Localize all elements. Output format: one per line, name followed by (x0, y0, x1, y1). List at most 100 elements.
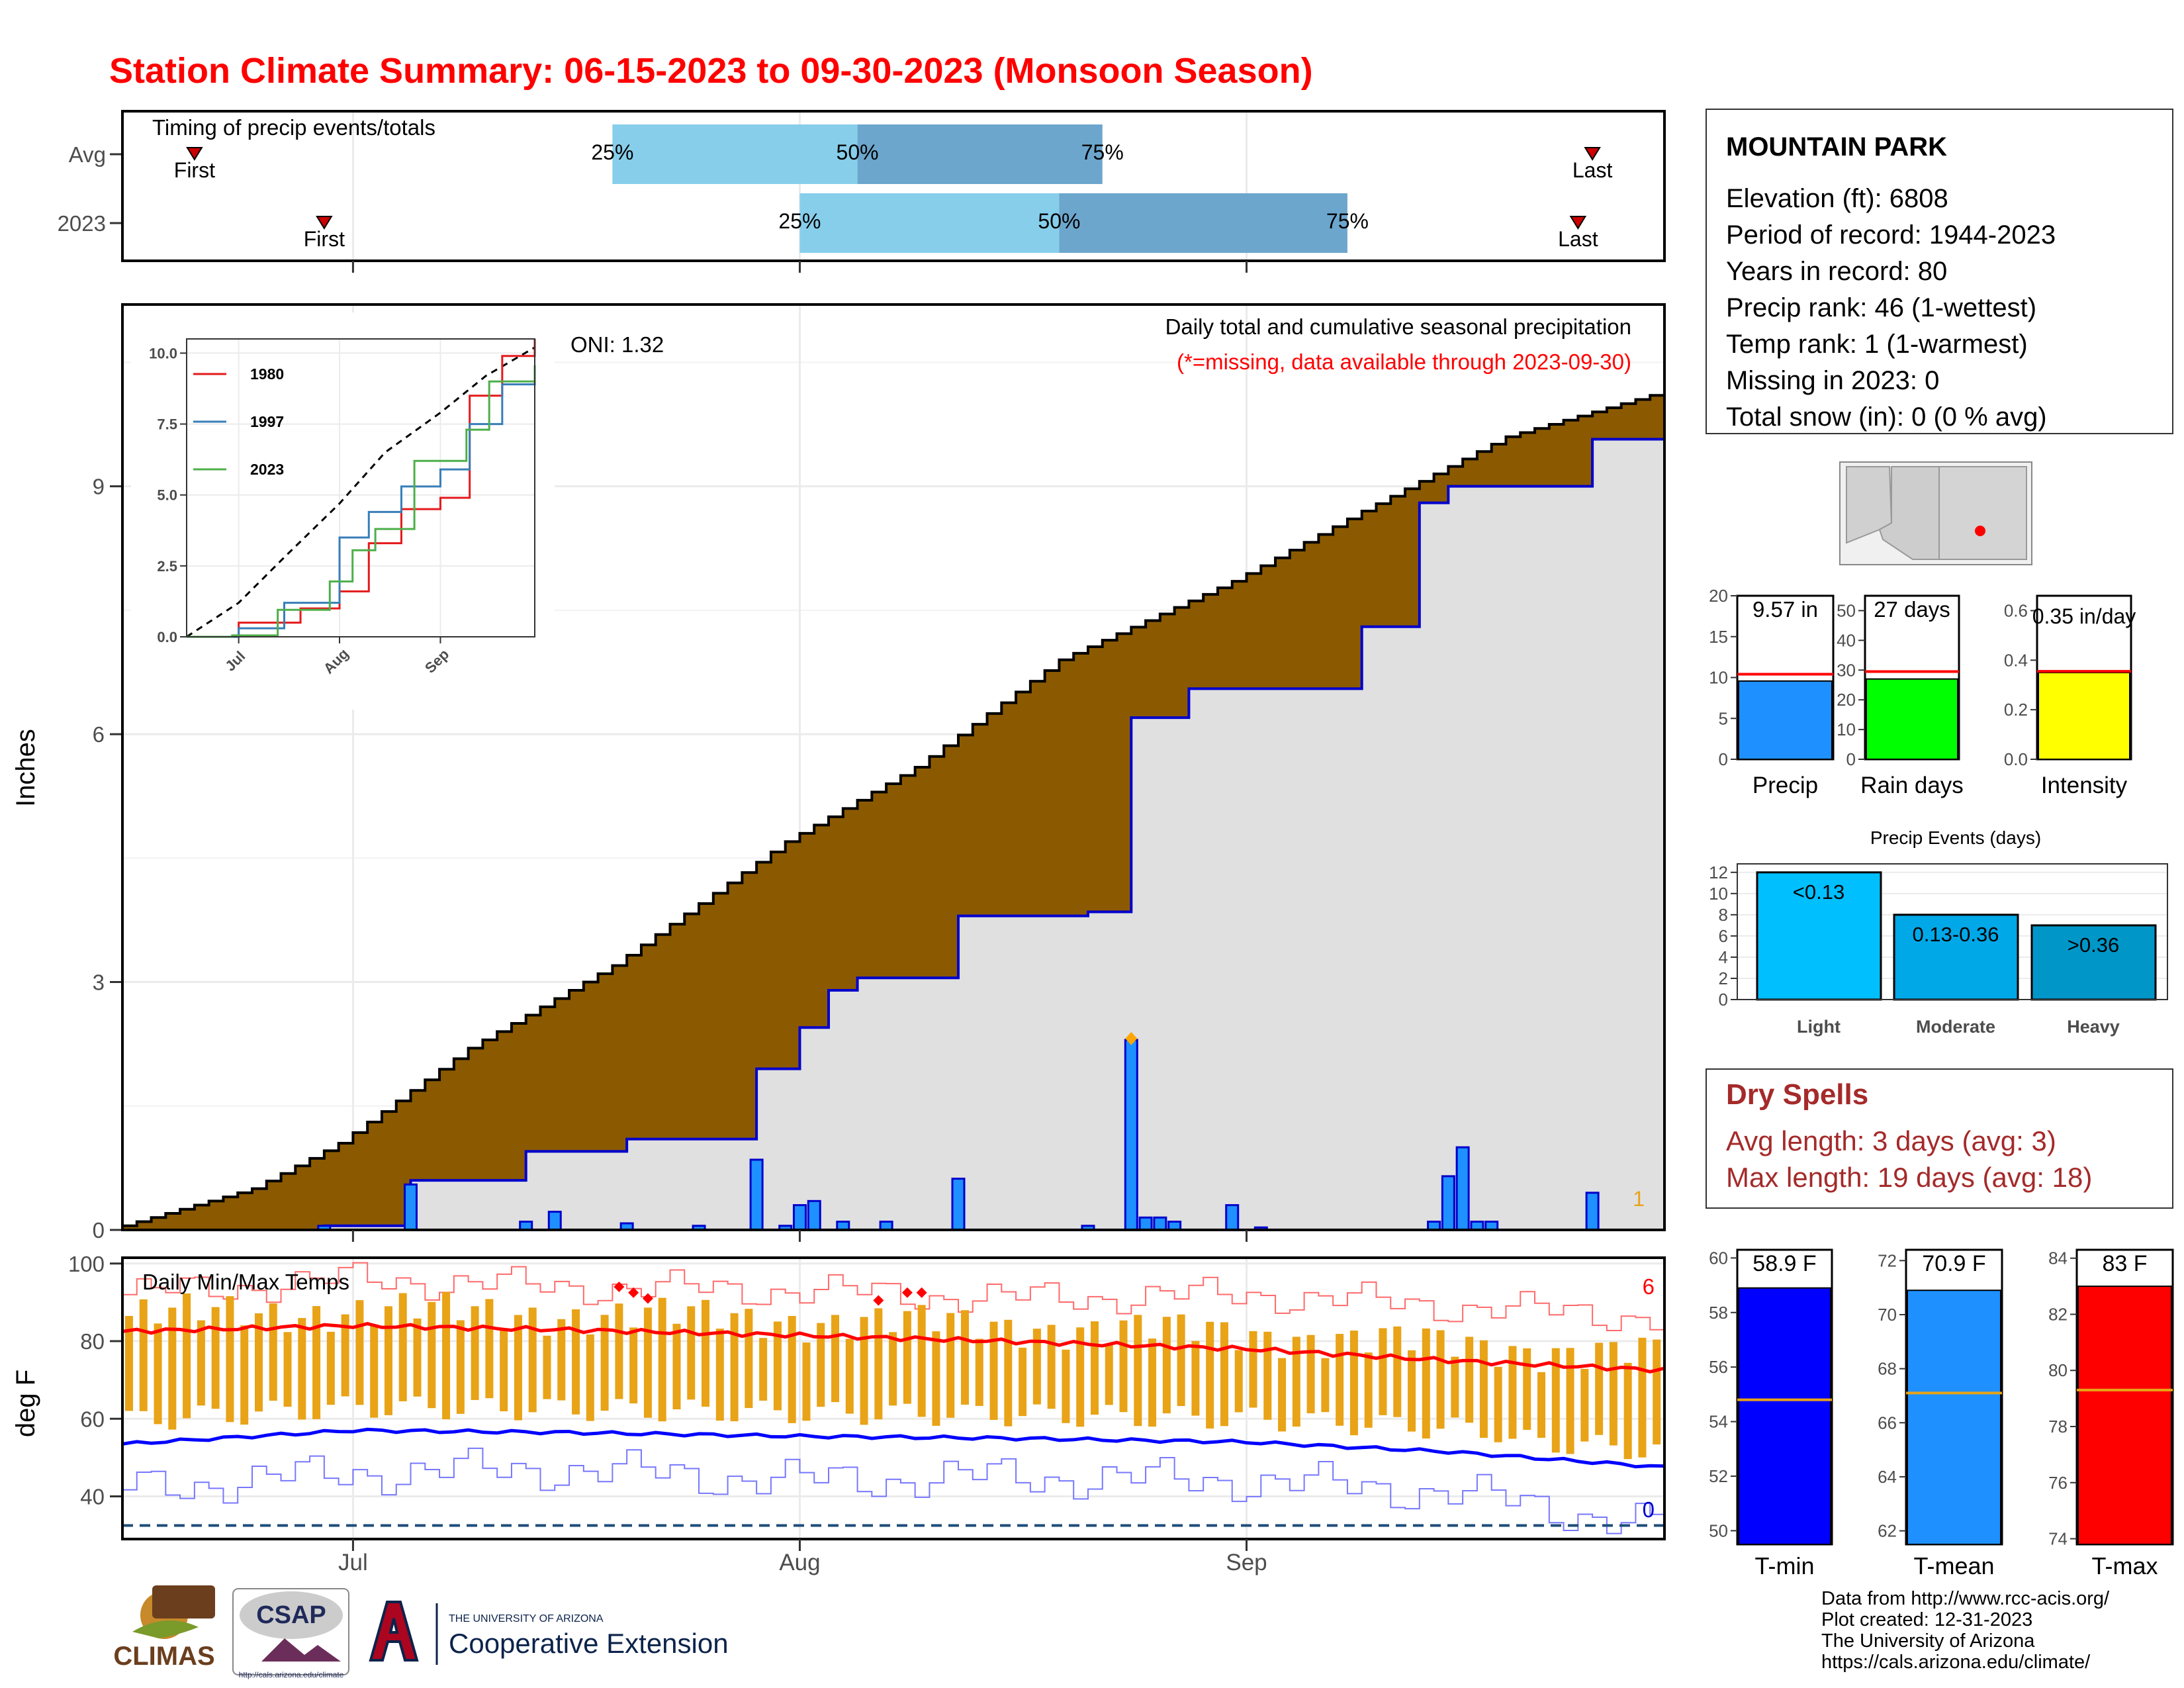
daily-temp-range-bar (1451, 1356, 1459, 1418)
daily-temp-range-bar (1004, 1319, 1013, 1427)
daily-temp-range-bar (1278, 1358, 1287, 1432)
daily-temp-range-bar (1465, 1336, 1474, 1423)
record-high-marker (873, 1295, 884, 1306)
daily-precip-bar (1138, 1216, 1153, 1231)
station-name: MOUNTAIN PARK (1726, 132, 1947, 162)
daily-temp-range-bar (1249, 1331, 1257, 1408)
quartile-label: 75% (1326, 209, 1369, 233)
daily-temp-range-bar (139, 1299, 148, 1411)
daily-temp-range-bar (1119, 1320, 1128, 1413)
footer-line: Data from http://www.rcc-acis.org/ (1821, 1588, 2110, 1609)
daily-temp-range-bar (240, 1325, 249, 1425)
daily-temp-range-bar (817, 1323, 825, 1407)
summary-y-tick-label: 20 (1709, 586, 1728, 606)
dry-spells-line: Max length: 19 days (avg: 18) (1726, 1162, 2092, 1193)
summary-y-tick-label: 0.6 (2004, 600, 2028, 620)
events-frame (1737, 863, 2168, 1000)
record-high-marker (916, 1287, 927, 1298)
daily-temp-range-bar (1177, 1314, 1185, 1407)
daily-temp-range-bar (802, 1342, 811, 1421)
daily-temp-range-bar (629, 1327, 638, 1404)
timing-row-label: 2023 (58, 211, 106, 236)
record-low-count: 0 (1643, 1497, 1655, 1522)
temp-bar-value-text: 83 F (2102, 1251, 2147, 1276)
daily-temp-range-bar (1580, 1368, 1589, 1442)
daily-temp-range-bar (658, 1297, 666, 1422)
temp-bar-fill (1907, 1289, 2001, 1545)
inset-series-line-1980 (187, 339, 536, 638)
inset-frame (186, 338, 535, 637)
daily-temp-range-bar (1019, 1347, 1027, 1417)
record-min-line (122, 1447, 1664, 1534)
ua-logo-a (369, 1601, 419, 1662)
daily-temp-range-bar (183, 1293, 191, 1419)
quartile-label: 25% (778, 209, 821, 233)
daily-temp-range-bar (1134, 1315, 1142, 1427)
daily-precip-bar (1153, 1216, 1167, 1231)
daily-temp-range-bar (1653, 1339, 1661, 1445)
ua-logo-big-text: Cooperative Extension (449, 1628, 729, 1659)
temp-bar-y-tick-label: 52 (1709, 1466, 1728, 1486)
footer-line: The University of Arizona (1821, 1630, 2035, 1652)
record-max-line (122, 1262, 1664, 1332)
station-info-line: Temp rank: 1 (1-warmest) (1726, 330, 2028, 359)
inset-y-tick-label: 2.5 (157, 558, 177, 575)
events-bar (1893, 914, 2019, 1001)
station-info-line: Total snow (in): 0 (0 % avg) (1726, 402, 2047, 432)
temp-bar-fill (2077, 1286, 2172, 1545)
csap-logo-mountain (261, 1638, 341, 1662)
daily-temp-range-bar (1206, 1321, 1214, 1429)
summary-y-tick-label: 20 (1837, 690, 1856, 710)
precip-y-tick-label: 0 (93, 1218, 105, 1243)
event-marker-label: First (304, 227, 345, 251)
daily-temp-range-bar (788, 1315, 796, 1423)
record-high-marker (901, 1287, 913, 1298)
inset-avg-line (186, 346, 535, 638)
event-marker-triangle (1569, 216, 1587, 230)
daily-temp-range-bar (557, 1319, 566, 1401)
daily-precip-bar (951, 1178, 966, 1231)
inset-y-tick-label: 5.0 (157, 487, 177, 504)
temp-y-tick-label: 100 (68, 1252, 105, 1276)
daily-temp-range-bar (1364, 1352, 1373, 1428)
inset-series-line-2023 (187, 365, 536, 638)
daily-temp-range-bar (1638, 1337, 1647, 1458)
daily-precip-bar (1585, 1192, 1600, 1231)
daily-temp-range-bar (773, 1321, 782, 1411)
precip-y-tick-label: 3 (93, 970, 105, 995)
daily-temp-range-bar (946, 1313, 955, 1418)
daily-temp-range-bar (600, 1315, 609, 1411)
timing-panel: 25% 50% 75% First Last Avg 25% 50% 75% First Last 2… (58, 110, 1666, 262)
events-bar-label: Light (1797, 1017, 1841, 1037)
inset-y-tick-label: 7.5 (157, 416, 177, 433)
quartile-bar-high (857, 124, 1103, 184)
daily-temp-range-bar (975, 1338, 983, 1406)
daily-temp-range-bar (831, 1315, 840, 1403)
event-marker-label: Last (1558, 227, 1598, 251)
quartile-label: 25% (591, 140, 633, 164)
temp-bar-y-tick-label: 58 (1709, 1303, 1728, 1323)
station-info-line: Years in record: 80 (1726, 257, 1947, 286)
daily-precip-bar (1441, 1175, 1455, 1231)
events-bar-range: 0.13-0.36 (1913, 923, 1999, 946)
daily-temp-range-bar (370, 1324, 379, 1418)
summary-bar-fill (1738, 680, 1833, 761)
summary-value-text: 0.35 in/day (2032, 604, 2136, 628)
temp-bar-y-tick-label: 60 (1709, 1248, 1728, 1268)
daily-temp-range-bar (1220, 1322, 1228, 1427)
quartile-label: 50% (1038, 209, 1080, 233)
dry-spells-title: Dry Spells (1726, 1078, 1868, 1111)
summary-bar-fill (1866, 678, 1958, 761)
summary-y-tick-label: 0.4 (2004, 650, 2028, 670)
precip-frame (121, 303, 1666, 1231)
summary-y-tick-label: 0 (1846, 749, 1856, 769)
daily-temp-range-bar (1306, 1335, 1315, 1414)
event-marker-triangle (316, 216, 333, 230)
avg-max-temp-line (122, 1321, 1665, 1374)
daily-temp-range-bar (413, 1318, 422, 1397)
quartile-bar-low (612, 124, 858, 184)
map-state-newmexico (1938, 466, 2027, 560)
events-y-tick-label: 2 (1719, 968, 1728, 988)
precip-y-axis-title: Inches (11, 729, 40, 807)
